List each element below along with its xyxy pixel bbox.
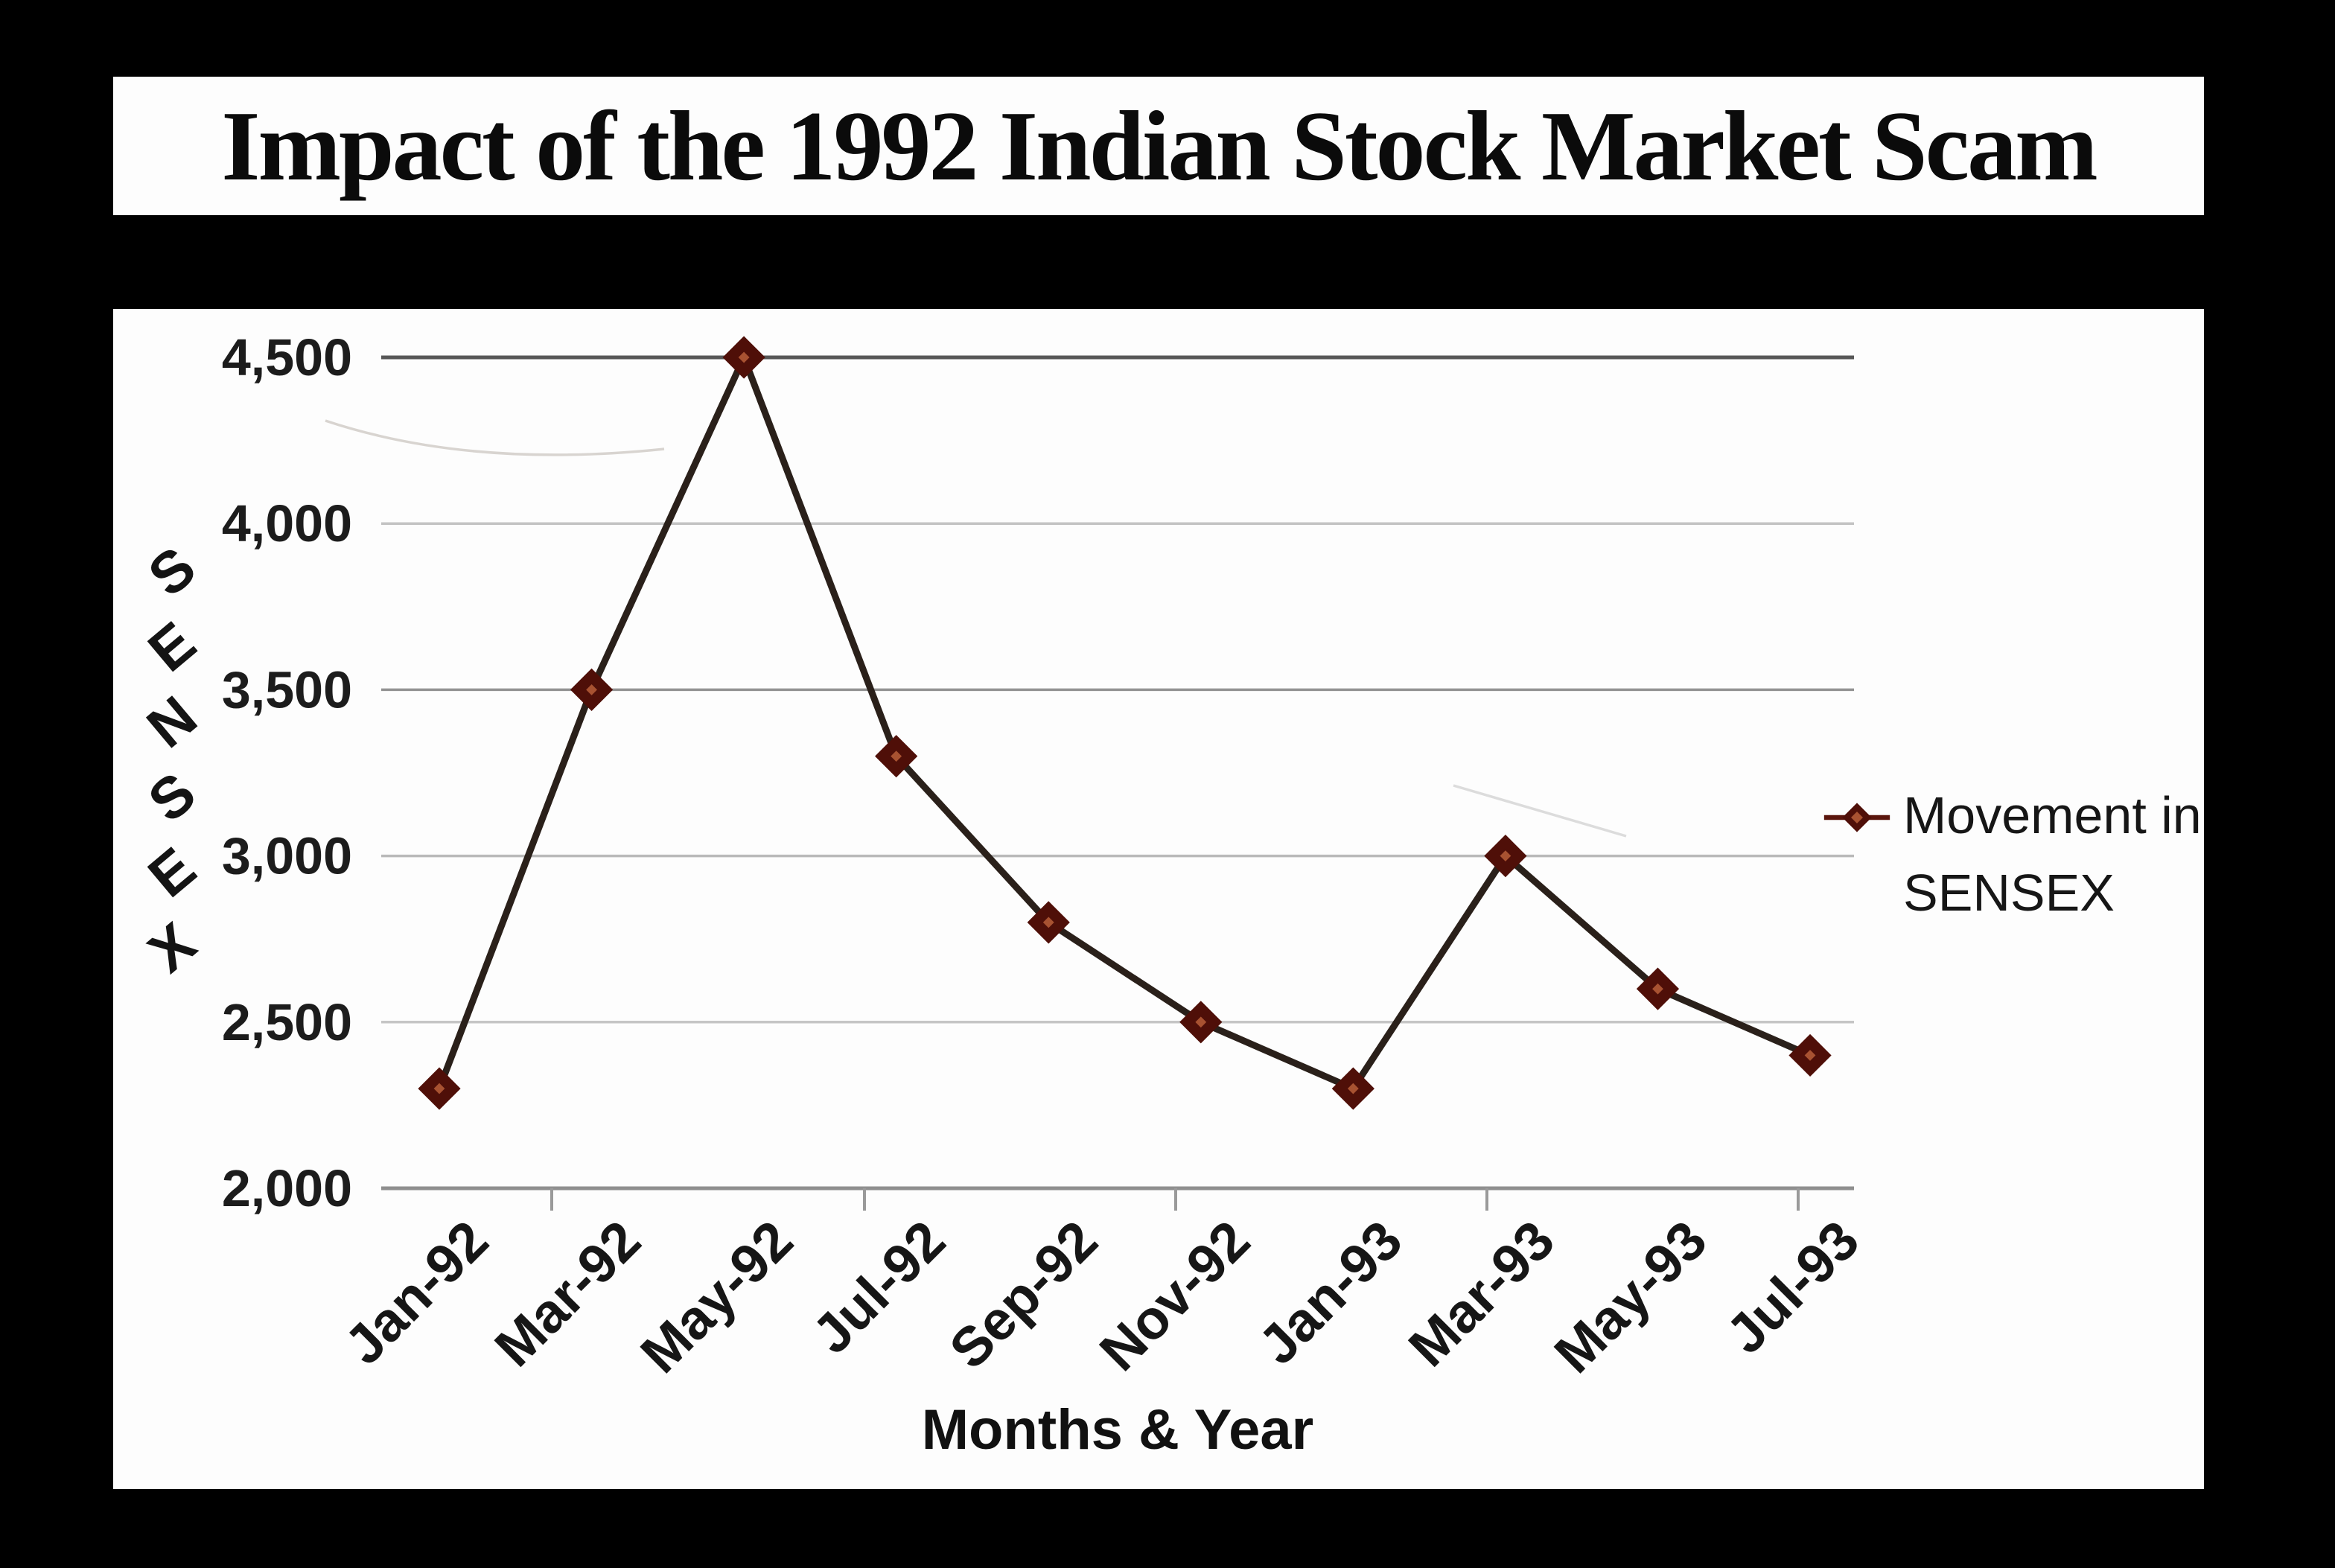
scan-artifact bbox=[1453, 784, 1627, 838]
x-tick-label: Mar-93 bbox=[1397, 1209, 1566, 1378]
chart-panel: 2,000 2,500 3,000 3,500 4,000 4,500 S E N S E X Jan-… bbox=[113, 309, 2204, 1489]
data-point-marker bbox=[1484, 834, 1527, 878]
data-point-marker bbox=[722, 336, 765, 379]
legend-label-line2: SENSEX bbox=[1903, 864, 2115, 922]
y-tick-label: 3,000 bbox=[222, 827, 352, 885]
data-point-marker bbox=[570, 668, 614, 712]
y-axis-title-letter: S bbox=[136, 759, 207, 835]
data-point-marker bbox=[1636, 967, 1680, 1010]
y-axis-title-letter: N bbox=[135, 683, 209, 761]
x-tick-label: Jul-93 bbox=[1714, 1209, 1870, 1365]
y-axis-title-letter: E bbox=[136, 609, 207, 684]
x-tick-label: Jan-92 bbox=[333, 1209, 500, 1376]
title-banner: Impact of the 1992 Indian Stock Market S… bbox=[113, 77, 2204, 215]
x-tick-label: May-92 bbox=[628, 1209, 804, 1385]
data-point-marker bbox=[418, 1067, 461, 1110]
y-tick-label: 2,500 bbox=[222, 993, 352, 1051]
x-tick-label: Nov-92 bbox=[1088, 1209, 1261, 1383]
y-axis-title-letter: X bbox=[136, 910, 207, 985]
data-point-marker bbox=[1331, 1067, 1374, 1110]
scan-artifact bbox=[325, 419, 665, 456]
x-tick-label: Mar-92 bbox=[482, 1209, 652, 1378]
sensex-line-chart: 2,0002,5003,0003,5004,0004,500SENSEXJan-… bbox=[135, 328, 1871, 1385]
y-tick-label: 4,000 bbox=[222, 494, 352, 552]
legend-series-marker-icon bbox=[1823, 803, 1890, 832]
data-point-marker bbox=[1788, 1033, 1832, 1077]
y-tick-label: 3,500 bbox=[222, 660, 352, 718]
series-line bbox=[436, 348, 1812, 1093]
y-axis-title-letter: E bbox=[136, 835, 207, 910]
y-tick-label: 2,000 bbox=[222, 1159, 352, 1217]
page-title: Impact of the 1992 Indian Stock Market S… bbox=[221, 91, 2097, 201]
x-tick-label: Sep-92 bbox=[937, 1209, 1109, 1380]
x-tick-label: May-93 bbox=[1543, 1209, 1718, 1385]
chart-legend: Movement in SENSEX bbox=[1823, 777, 2202, 931]
data-point-marker bbox=[875, 735, 918, 778]
y-tick-label: 4,500 bbox=[222, 328, 352, 386]
legend-label: Movement in SENSEX bbox=[1903, 777, 2202, 931]
data-point-marker bbox=[1027, 901, 1070, 944]
x-tick-label: Jul-92 bbox=[800, 1209, 957, 1365]
y-axis-title-letter: S bbox=[136, 534, 207, 609]
x-tick-label: Jan-93 bbox=[1246, 1209, 1413, 1376]
data-point-marker bbox=[1179, 1001, 1223, 1044]
x-axis-title: Months & Year bbox=[921, 1398, 1314, 1462]
legend-label-line1: Movement in bbox=[1903, 786, 2202, 844]
